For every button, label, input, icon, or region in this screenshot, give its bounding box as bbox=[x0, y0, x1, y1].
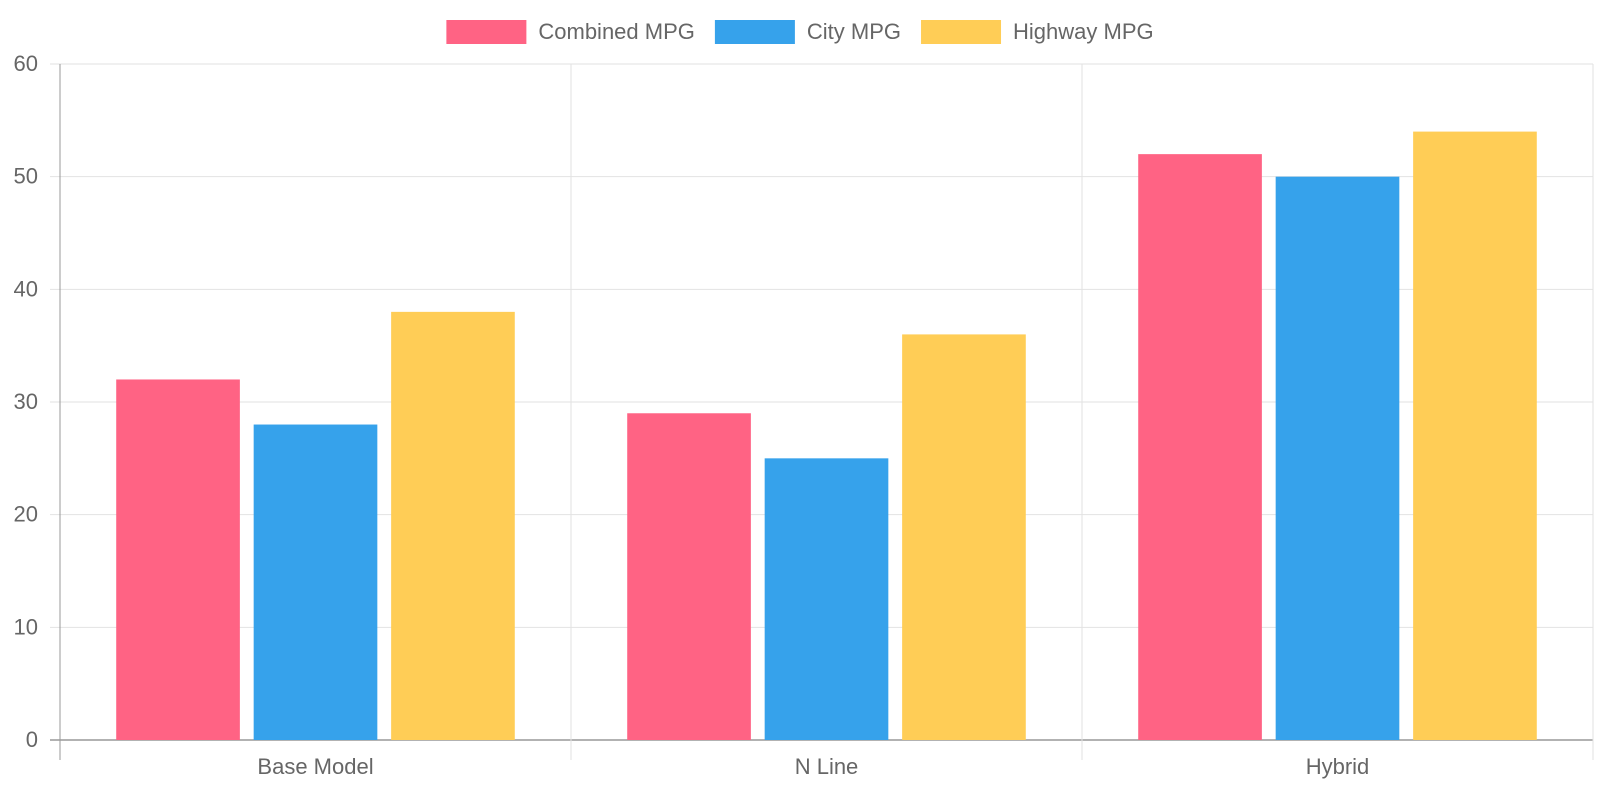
legend-swatch bbox=[714, 20, 795, 44]
x-tick-label: N Line bbox=[795, 754, 859, 779]
legend-swatch bbox=[921, 20, 1002, 44]
x-tick-label: Hybrid bbox=[1306, 754, 1370, 779]
bar-city-mpg-base-model[interactable] bbox=[253, 424, 378, 740]
legend-label: Combined MPG bbox=[538, 19, 695, 44]
x-tick-label: Base Model bbox=[257, 754, 373, 779]
bar-combined-mpg-base-model[interactable] bbox=[116, 379, 240, 740]
y-tick-label: 30 bbox=[14, 389, 38, 414]
legend-item-combined-mpg[interactable]: Combined MPG bbox=[446, 19, 695, 44]
legend-label: City MPG bbox=[807, 19, 901, 44]
y-tick-label: 20 bbox=[14, 502, 38, 527]
bar-highway-mpg-n-line[interactable] bbox=[902, 334, 1026, 740]
legend-swatch bbox=[446, 20, 527, 44]
legend-label: Highway MPG bbox=[1013, 19, 1154, 44]
bar-city-mpg-hybrid[interactable] bbox=[1275, 176, 1400, 740]
bar-highway-mpg-hybrid[interactable] bbox=[1413, 131, 1537, 741]
y-tick-label: 50 bbox=[14, 164, 38, 189]
bars bbox=[116, 131, 1537, 741]
y-tick-label: 40 bbox=[14, 276, 38, 301]
bar-combined-mpg-hybrid[interactable] bbox=[1138, 154, 1262, 741]
legend-item-highway-mpg[interactable]: Highway MPG bbox=[921, 19, 1154, 44]
y-tick-label: 10 bbox=[14, 614, 38, 639]
legend[interactable]: Combined MPG City MPG Highway MPG bbox=[446, 19, 1154, 44]
bar-city-mpg-n-line[interactable] bbox=[764, 458, 889, 740]
y-tick-label: 0 bbox=[26, 727, 38, 752]
y-tick-label: 60 bbox=[14, 51, 38, 76]
bar-combined-mpg-n-line[interactable] bbox=[627, 413, 751, 740]
legend-item-city-mpg[interactable]: City MPG bbox=[714, 19, 901, 44]
bar-highway-mpg-base-model[interactable] bbox=[391, 311, 515, 740]
axes: 0 10 20 30 40 50 60 Base Model N Line Hybrid bbox=[14, 51, 1370, 779]
